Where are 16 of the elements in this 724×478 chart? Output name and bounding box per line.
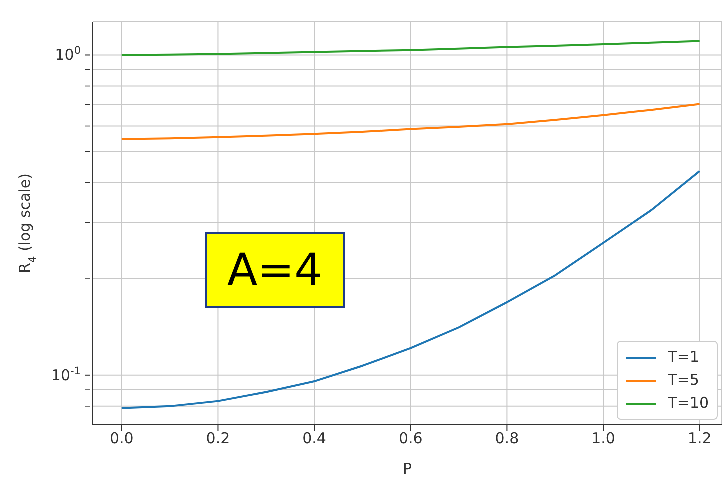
x-tick-label: 1.2 bbox=[688, 430, 712, 448]
x-tick-label: 0.2 bbox=[206, 430, 230, 448]
line-series bbox=[120, 40, 701, 56]
legend-label: T=1 bbox=[668, 347, 700, 368]
y-tick-label: 10$^{-1}$ bbox=[51, 365, 81, 384]
x-tick-label: 0.8 bbox=[495, 430, 520, 448]
note-box: A=4 bbox=[205, 232, 345, 308]
legend-label: T=10 bbox=[668, 393, 709, 414]
x-axis-title: P bbox=[402, 460, 412, 478]
x-tick-label: 0.4 bbox=[302, 430, 326, 448]
x-tick-label: 0.6 bbox=[398, 430, 423, 448]
x-tick-label: 0.0 bbox=[110, 430, 134, 448]
line-series bbox=[120, 103, 701, 140]
y-tick-label: 10$^{0}$ bbox=[55, 45, 81, 64]
x-tick-label: 1.0 bbox=[592, 430, 616, 448]
legend-label: T=5 bbox=[668, 370, 700, 391]
